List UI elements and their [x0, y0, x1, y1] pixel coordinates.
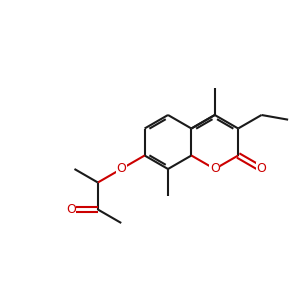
Text: O: O — [210, 163, 220, 176]
Text: O: O — [66, 203, 76, 216]
Text: O: O — [116, 163, 126, 176]
Text: O: O — [256, 163, 266, 176]
